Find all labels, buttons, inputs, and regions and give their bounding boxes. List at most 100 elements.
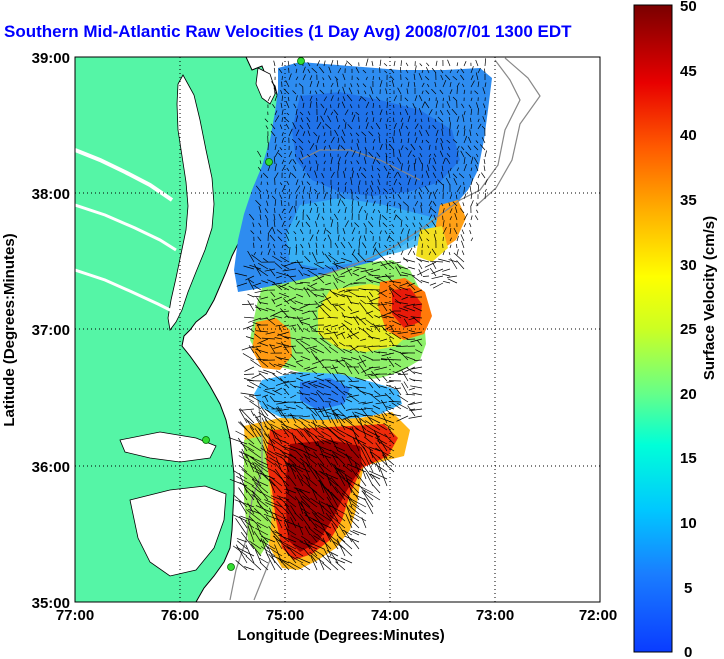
velocity-vector [279,124,283,130]
velocity-vector [388,388,395,396]
velocity-vector [300,355,311,361]
velocity-vector [293,385,304,389]
velocity-vector [307,140,311,144]
velocity-vector [314,513,325,522]
velocity-vector [351,198,354,207]
velocity-vector [452,201,458,207]
velocity-vector [263,439,269,452]
velocity-vector [322,292,332,305]
velocity-vector [441,123,444,130]
velocity-vector [370,473,381,487]
rappahannock-river [75,203,177,252]
velocity-vector [337,436,353,445]
velocity-vector [269,268,276,277]
velocity-vector [358,125,361,130]
velocity-vector [412,306,423,312]
velocity-vector [384,302,395,305]
velocity-vector [394,362,402,368]
radar-station-marker[interactable] [202,436,210,444]
velocity-vector [265,125,269,130]
velocity-vector [329,514,346,529]
velocity-vector [274,506,283,515]
velocity-vector [318,382,332,389]
velocity-vector [344,502,353,515]
velocity-vector [363,489,381,501]
velocity-vector [238,500,248,515]
velocity-vector [241,448,248,459]
velocity-vector [350,177,353,186]
velocity-vector [319,66,325,74]
velocity-vector [330,437,339,452]
velocity-vector [248,317,262,323]
velocity-vector [414,359,423,361]
velocity-vector [305,462,318,480]
velocity-vector [441,202,444,207]
velocity-vector [336,79,339,88]
velocity-vector [260,535,276,543]
velocity-vector [295,220,300,228]
velocity-vector [364,90,367,95]
velocity-vector [372,208,376,214]
velocity-vector [314,549,325,557]
velocity-vector [330,95,334,102]
velocity-vector [260,251,263,256]
velocity-vector [372,241,377,249]
velocity-vector [313,384,325,389]
velocity-vector [316,192,319,200]
velocity-vector [274,144,277,151]
velocity-vector [374,315,381,319]
velocity-vector [433,214,437,221]
velocity-vector [418,234,423,242]
velocity-vector [295,129,300,137]
velocity-vector [255,527,269,536]
velocity-vector [477,81,480,88]
velocity-vector [473,157,479,165]
velocity-vector [371,180,374,186]
velocity-vector [300,496,311,508]
velocity-vector [360,338,367,341]
velocity-vector [407,177,411,186]
radar-station-marker[interactable] [297,57,305,65]
velocity-vector [337,144,340,151]
velocity-vector [250,359,262,368]
velocity-vector [337,275,346,278]
velocity-vector [260,472,276,487]
velocity-vector [291,172,297,179]
velocity-vector [283,388,290,396]
velocity-vector [328,504,346,515]
radar-station-marker[interactable] [265,158,273,166]
velocity-vector [375,122,381,130]
velocity-vector [267,95,271,102]
velocity-vector [306,287,318,298]
velocity-vector [272,535,290,550]
velocity-vector [390,288,402,298]
velocity-vector [296,428,304,438]
velocity-vector [379,254,388,263]
velocity-vector [376,440,395,452]
velocity-vector [363,167,367,172]
radar-station-marker[interactable] [227,563,235,571]
velocity-vector [369,94,374,102]
velocity-vector [366,302,381,305]
velocity-vector [407,115,411,123]
velocity-vector [228,437,248,445]
velocity-vector [393,117,395,123]
velocity-vector [442,220,445,228]
velocity-vector [353,268,360,272]
velocity-vector [320,338,332,347]
velocity-vector [399,111,402,116]
velocity-vector [323,139,327,144]
pamlico-sound [129,485,227,577]
velocity-vector [298,269,304,277]
velocity-vector [236,538,248,543]
velocity-vector [350,357,360,361]
velocity-vector [332,292,346,298]
velocity-vector [276,495,290,501]
velocity-vector [249,381,262,389]
velocity-vector [307,382,318,389]
velocity-vector [339,342,346,347]
velocity-vector [307,485,325,501]
velocity-vector [461,229,465,235]
velocity-vector [244,487,255,501]
